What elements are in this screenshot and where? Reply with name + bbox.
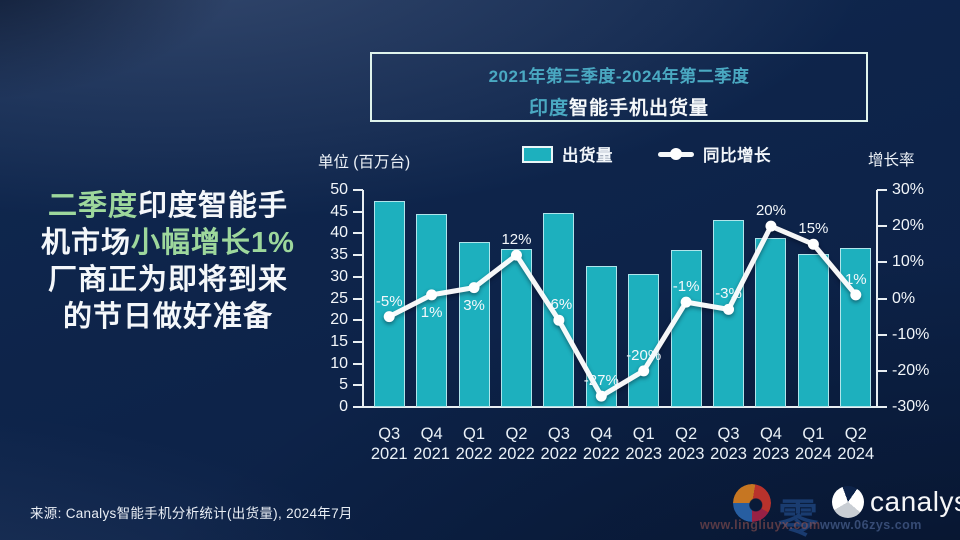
legend-bar-swatch: [522, 145, 553, 163]
left-axis-tick-label: 5: [339, 376, 348, 394]
right-axis-tick: [877, 189, 887, 191]
growth-label: -20%: [626, 346, 662, 364]
growth-label: 12%: [501, 231, 532, 249]
canalys-logo-icon: [832, 486, 864, 518]
baseline: [354, 406, 886, 408]
canalys-logo-text: canalys: [870, 486, 960, 517]
headline-segment: 的节日做好准备: [62, 301, 273, 333]
canalys-logo: canalys: [832, 486, 960, 518]
headline-segment: 机市场: [41, 227, 132, 259]
growth-label: 1%: [420, 303, 443, 321]
headline-segment: 印度智能手: [138, 190, 289, 222]
left-axis-tick-label: 15: [330, 332, 348, 350]
left-axis-tick-label: 50: [330, 181, 348, 198]
bar-Q2-2023: [670, 250, 702, 407]
growth-label: -1%: [672, 278, 700, 296]
watermark-url-2: www.06zys.com: [820, 518, 922, 532]
legend-line-swatch: [658, 147, 694, 161]
legend-bar-label: 出货量: [562, 147, 613, 165]
chart-title-period: 2021年第三季度-2024年第二季度: [488, 67, 750, 86]
chart-title-accent: 印度: [528, 98, 569, 119]
headline-text: 二季度印度智能手 机市场小幅增长1% 厂商正为即将到来 的节日做好准备: [18, 188, 318, 336]
right-axis-tick: [877, 225, 887, 228]
right-axis-label: 增长率: [868, 152, 915, 169]
left-axis-tick-label: 40: [330, 224, 348, 242]
headline-segment: 小幅增长1%: [131, 227, 295, 259]
right-axis-tick: [877, 333, 887, 336]
left-axis-tick-label: 25: [330, 289, 348, 307]
left-axis-tick: [353, 406, 363, 408]
growth-label: 3%: [463, 296, 485, 314]
right-axis-tick-label: 10%: [892, 253, 925, 271]
watermark-character: 零: [778, 497, 818, 540]
left-axis-tick-label: 30: [330, 267, 348, 285]
bar-Q3-2023: [713, 220, 745, 407]
left-axis-tick: [353, 340, 363, 343]
growth-label: -5%: [375, 292, 403, 310]
legend: 出货量 同比增长: [522, 142, 771, 166]
right-axis-tick: [877, 406, 887, 408]
right-axis-tick-label: -10%: [892, 325, 930, 343]
chart-title-rest: 智能手机出货量: [569, 98, 710, 119]
chart-title-box: 2021年第三季度-2024年第二季度 印度智能手机出货量: [370, 52, 868, 122]
watermark-swirl-icon: [733, 484, 771, 522]
headline-segment: 二季度: [47, 190, 138, 222]
growth-label: 15%: [798, 220, 829, 238]
bar-Q4-2023: [755, 238, 787, 407]
left-axis-tick: [353, 210, 363, 213]
left-axis-tick: [353, 254, 363, 257]
right-axis-tick: [877, 261, 887, 264]
growth-label: -6%: [545, 296, 573, 314]
x-axis-label: Q3 2021: [370, 425, 408, 463]
chart-title-main: 印度智能手机出货量: [372, 93, 866, 120]
left-axis-tick: [353, 297, 363, 300]
left-axis-tick: [353, 362, 363, 365]
left-axis-tick: [353, 232, 363, 235]
right-axis-tick: [877, 297, 887, 300]
right-axis-tick-label: 20%: [892, 217, 925, 235]
left-axis-tick-label: 10: [330, 354, 348, 372]
right-axis-tick-label: 30%: [892, 181, 925, 198]
left-axis-tick: [353, 384, 363, 387]
left-axis-tick: [353, 319, 363, 322]
x-axis-label: Q1 2024: [795, 425, 832, 463]
x-axis-label: Q4 2021: [413, 425, 450, 463]
x-axis-label: Q2 2022: [498, 425, 535, 463]
legend-line-label: 同比增长: [703, 147, 771, 165]
x-axis-label: Q3 2022: [540, 425, 578, 463]
bar-Q1-2023: [628, 274, 660, 407]
headline-segment: 厂商正为即将到来: [47, 264, 288, 296]
bar-Q1-2024: [797, 253, 829, 407]
growth-label: -27%: [583, 372, 619, 390]
watermark-url-1: www.lingliuyx.com: [700, 518, 821, 532]
x-axis-label: Q1 2022: [455, 425, 493, 463]
left-axis-unit-label: 单位 (百万台): [318, 154, 411, 171]
left-axis-tick: [353, 189, 363, 191]
left-axis-tick-label: 45: [330, 202, 348, 220]
x-axis-label: Q1 2023: [625, 425, 663, 463]
bar-Q1-2022: [458, 242, 490, 407]
x-axis-label: Q4 2022: [582, 425, 620, 463]
left-axis-tick-label: 35: [330, 246, 348, 264]
bar-Q2-2022: [500, 249, 532, 407]
x-axis-label: Q2 2023: [667, 425, 705, 463]
right-axis-tick: [877, 369, 887, 372]
left-axis-tick: [353, 275, 363, 278]
left-axis-tick-label: 20: [330, 311, 348, 329]
source-note: 来源: Canalys智能手机分析统计(出货量), 2024年7月: [30, 506, 353, 521]
right-axis-tick-label: 0%: [892, 289, 916, 307]
growth-label: 20%: [755, 202, 786, 220]
growth-label: 1%: [844, 270, 867, 288]
left-axis-tick-label: 0: [339, 398, 348, 415]
left-axis-line: [362, 190, 364, 407]
x-axis-label: Q2 2024: [837, 425, 875, 463]
right-axis-tick-label: -30%: [892, 398, 930, 415]
growth-label: -3%: [715, 285, 742, 303]
right-axis-tick-label: -20%: [892, 361, 930, 379]
x-axis-label: Q4 2023: [752, 425, 790, 463]
x-axis-label: Q3 2023: [710, 425, 747, 463]
